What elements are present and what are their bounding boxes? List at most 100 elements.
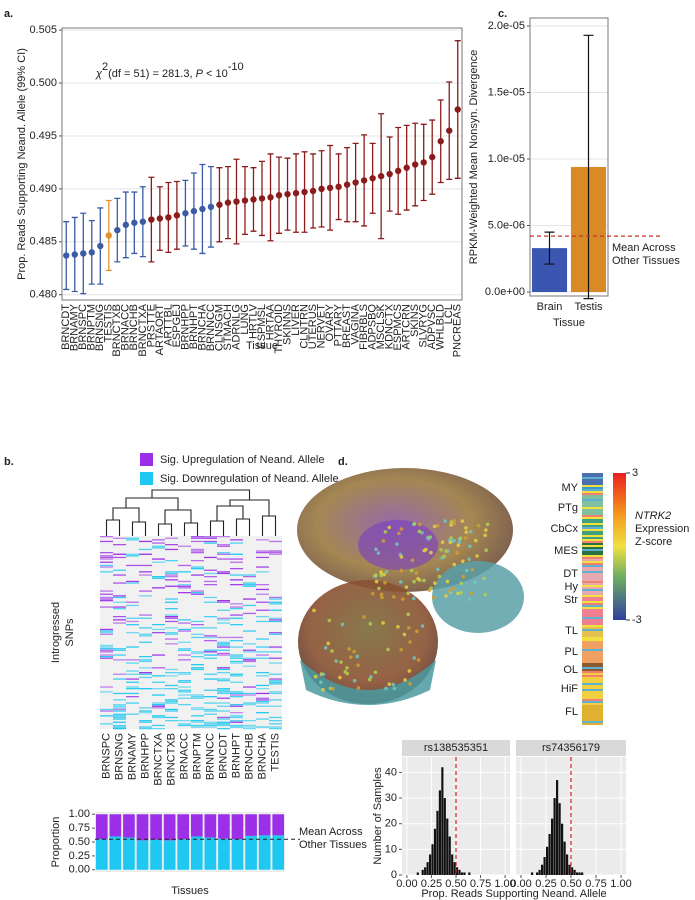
region-strip [582, 563, 603, 565]
heatmap-cell [113, 721, 126, 723]
x-axis-title: Tissue [553, 317, 585, 329]
y-tick-label: 0.500 [29, 77, 57, 89]
heatmap-cell [178, 680, 191, 682]
brain-sample [326, 641, 330, 646]
heatmap-cell [217, 654, 230, 656]
heatmap-cell [113, 569, 126, 571]
y-tick-label: 0.75 [69, 822, 90, 834]
bar-segment [177, 814, 190, 840]
brain-sample [406, 591, 410, 596]
heatmap-cell [204, 724, 217, 727]
heatmap-cell [230, 724, 243, 727]
region-strip [582, 651, 603, 653]
x-axis-title: Prop. Reads Supporting Neand. Allele [421, 888, 606, 900]
heatmap-cell [113, 724, 126, 727]
heatmap-cell [152, 716, 165, 719]
heatmap-cell [152, 558, 165, 560]
region-strip [582, 687, 603, 689]
histogram-bar [436, 810, 439, 875]
y-tick-label: 0.00 [69, 864, 90, 876]
heatmap-cell [230, 568, 243, 570]
heatmap-cell [178, 580, 191, 583]
heatmap-cell [126, 670, 139, 672]
x-tick-label: CLNTRN [298, 304, 310, 349]
brain-sample [356, 686, 361, 690]
heatmap-cell [204, 654, 217, 656]
region-strip [582, 667, 603, 669]
point [284, 190, 291, 198]
heatmap-cell [100, 558, 113, 560]
region-strip [582, 669, 603, 671]
brain-sample [407, 626, 411, 630]
heatmap-cell [126, 692, 139, 695]
heatmap-cell [217, 672, 230, 674]
brain-sample [435, 567, 440, 572]
region-strip [582, 521, 603, 523]
brain-sample [321, 687, 325, 692]
brain-sample [432, 524, 437, 529]
heatmap-cell [139, 712, 152, 714]
region-strip [582, 499, 603, 501]
point [173, 212, 181, 219]
brain-sample [379, 592, 384, 597]
heatmap-cell [243, 598, 256, 600]
brain-sample [368, 622, 373, 626]
region-strip [582, 567, 603, 569]
heatmap-cell [100, 648, 113, 650]
region-strip [582, 701, 603, 703]
x-tick-label: BRNCTXB [111, 304, 123, 357]
brain-sample [483, 592, 487, 597]
x-tick-label: 0.00 [396, 878, 417, 890]
brain-sample [374, 547, 378, 552]
region-strip [582, 617, 603, 619]
heatmap-cell [204, 710, 217, 712]
brain-sample [319, 680, 323, 685]
heatmap-cell [230, 542, 243, 544]
brain-sample [399, 580, 403, 584]
heatmap-cell [126, 681, 139, 683]
heatmap-cell [269, 723, 282, 725]
heatmap-cell [256, 702, 269, 704]
heatmap-cell [139, 590, 152, 592]
heatmap-cell [204, 540, 217, 543]
heatmap-cell [152, 624, 165, 626]
heatmap-cell [217, 622, 230, 624]
histogram-bar [424, 867, 427, 875]
histogram-bar [451, 854, 454, 875]
heatmap-cell [139, 667, 152, 669]
brain-sample [356, 663, 360, 667]
brain-sample [473, 580, 477, 585]
heatmap-cell [204, 576, 217, 578]
heatmap-cell [191, 574, 204, 576]
heatmap-cell [256, 718, 269, 720]
heatmap-cell [126, 620, 139, 623]
x-tick-label: UTERUS [307, 304, 319, 349]
heatmap-cell [217, 601, 230, 603]
brain-sample [449, 523, 453, 527]
histogram-bar [443, 798, 446, 875]
heatmap-cell [269, 633, 282, 635]
heatmap-cell [269, 603, 282, 605]
y-axis-title: Proportion [50, 817, 62, 868]
heatmap-cell [217, 728, 230, 730]
histogram-bar [581, 872, 584, 875]
heatmap-cell [113, 659, 126, 661]
heatmap-cell [243, 604, 256, 607]
point [80, 250, 87, 257]
heatmap-cell [256, 705, 269, 707]
heatmap-cell [204, 640, 217, 642]
point [148, 216, 155, 223]
brain-sample [458, 536, 463, 541]
y-tick-label: 1.5e-05 [488, 86, 525, 98]
brain-sample [443, 519, 447, 523]
heatmap-cell [269, 598, 282, 600]
brain-sample [339, 660, 343, 664]
point [394, 167, 402, 175]
brain-cerebellum [432, 561, 524, 633]
region-strip [582, 639, 603, 641]
heatmap-cell [243, 665, 256, 667]
heatmap-cell [269, 683, 282, 685]
region-strip [582, 721, 603, 723]
heatmap-cell [256, 692, 269, 695]
x-tick-label: STMACH [222, 304, 234, 351]
